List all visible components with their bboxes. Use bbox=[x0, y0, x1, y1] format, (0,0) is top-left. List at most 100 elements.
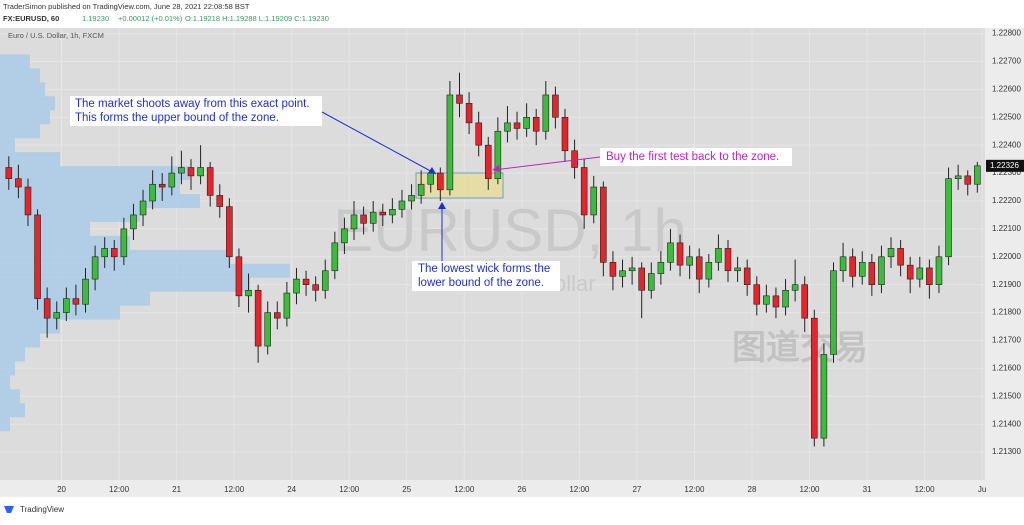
candle-body bbox=[561, 116, 569, 152]
candle-body bbox=[638, 267, 645, 291]
annotation-arrow bbox=[321, 111, 437, 175]
chart-title: Euro / U.S. Dollar, 1h, FXCM bbox=[8, 31, 104, 40]
candle-body bbox=[274, 312, 281, 319]
y-tick-label: 1.21900 bbox=[992, 280, 1021, 289]
candle-body bbox=[753, 284, 761, 305]
candle-body bbox=[456, 94, 463, 104]
x-tick-label: 25 bbox=[402, 485, 411, 494]
candle-body bbox=[830, 270, 837, 355]
candle-body bbox=[964, 175, 972, 185]
candle-body bbox=[926, 267, 933, 285]
candle-body bbox=[389, 209, 396, 216]
candle-body bbox=[935, 256, 943, 285]
y-tick-label: 1.21700 bbox=[992, 336, 1021, 345]
candle-body bbox=[139, 200, 147, 216]
candle-body bbox=[158, 183, 166, 188]
y-tick-label: 1.22400 bbox=[992, 140, 1021, 149]
y-tick-label: 1.22000 bbox=[992, 252, 1021, 261]
candle-body bbox=[293, 278, 300, 294]
candle-body bbox=[782, 289, 789, 308]
candle-body bbox=[63, 298, 70, 313]
profile-bar bbox=[0, 403, 25, 418]
candle-body bbox=[504, 122, 511, 132]
x-tick-label: 24 bbox=[287, 485, 296, 494]
y-tick-label: 1.22300 bbox=[992, 168, 1021, 177]
profile-bar bbox=[0, 180, 180, 195]
footer: TradingView bbox=[20, 505, 64, 514]
candle-body bbox=[321, 270, 329, 291]
candle-body bbox=[254, 289, 262, 347]
candle-body bbox=[331, 242, 339, 272]
annotation-arrow bbox=[493, 156, 601, 171]
annotation-box bbox=[70, 96, 322, 126]
candle-body bbox=[763, 295, 770, 305]
profile-bar bbox=[0, 333, 40, 348]
profile-bar bbox=[0, 152, 60, 167]
candle-body bbox=[542, 94, 550, 132]
candle-body bbox=[417, 183, 425, 196]
candle-body bbox=[34, 214, 41, 299]
profile-bar bbox=[0, 96, 55, 111]
candle-body bbox=[628, 267, 636, 272]
candle-body bbox=[178, 167, 185, 174]
candle-body bbox=[686, 256, 693, 266]
candle-body bbox=[724, 248, 732, 272]
candle-body bbox=[120, 228, 128, 258]
y-tick-label: 1.21800 bbox=[992, 308, 1021, 317]
x-tick-label: 28 bbox=[748, 485, 757, 494]
profile-bar bbox=[0, 417, 10, 432]
candle-body bbox=[5, 167, 13, 179]
y-tick-label: 1.22800 bbox=[992, 29, 1021, 38]
x-tick-label: 12:00 bbox=[684, 485, 705, 494]
annotation: Buy the first test back to the zone. bbox=[606, 151, 779, 163]
profile-bar bbox=[0, 221, 90, 236]
candle-body bbox=[72, 298, 80, 305]
candle-body bbox=[369, 211, 377, 224]
candle-body bbox=[168, 172, 176, 188]
y-tick-label: 1.21600 bbox=[992, 364, 1021, 373]
profile-bar bbox=[0, 110, 50, 125]
x-tick-label: 12:00 bbox=[224, 485, 245, 494]
candle-body bbox=[379, 211, 387, 216]
candle-body bbox=[897, 248, 904, 266]
candle-body bbox=[91, 256, 99, 280]
annotation: lower bound of the zone. bbox=[418, 277, 544, 289]
symbol: FX:EURUSD, 60 bbox=[3, 14, 59, 23]
candle-body bbox=[53, 312, 61, 319]
profile-bar bbox=[0, 361, 15, 376]
candle-body bbox=[408, 195, 415, 202]
candle-body bbox=[341, 228, 348, 244]
candle-body bbox=[571, 150, 578, 168]
annotation: This forms the upper bound of the zone. bbox=[75, 112, 279, 124]
profile-bar bbox=[0, 207, 140, 222]
x-tick-label: 12:00 bbox=[109, 485, 130, 494]
arrow-head bbox=[428, 167, 436, 174]
candle-body bbox=[580, 167, 588, 216]
profile-bar bbox=[0, 54, 30, 69]
x-tick-label: 20 bbox=[57, 485, 66, 494]
arrow-head bbox=[438, 202, 446, 209]
candle-body bbox=[858, 262, 866, 277]
x-tick-label: 12:00 bbox=[569, 485, 590, 494]
annotation-box bbox=[600, 148, 792, 166]
candle-body bbox=[187, 167, 195, 177]
candle-body bbox=[484, 144, 492, 179]
y-tick-label: 1.21300 bbox=[992, 447, 1021, 456]
y-tick-label: 1.21400 bbox=[992, 419, 1021, 428]
candle-body bbox=[801, 284, 808, 319]
candle-body bbox=[302, 278, 310, 285]
candle-body bbox=[465, 103, 473, 124]
candle-body bbox=[130, 214, 137, 230]
candle-body bbox=[811, 317, 818, 439]
last-price: 1.19230 bbox=[82, 14, 109, 23]
last-price-tag bbox=[986, 159, 1024, 172]
candle-body bbox=[360, 214, 367, 224]
candle-body bbox=[197, 167, 204, 177]
candle-body bbox=[676, 242, 684, 266]
candle-body bbox=[437, 172, 444, 191]
arrow-head bbox=[492, 165, 500, 172]
candle-body bbox=[245, 289, 252, 297]
candle-body bbox=[657, 262, 665, 274]
candle-body bbox=[954, 175, 962, 179]
candle-body bbox=[350, 214, 358, 230]
